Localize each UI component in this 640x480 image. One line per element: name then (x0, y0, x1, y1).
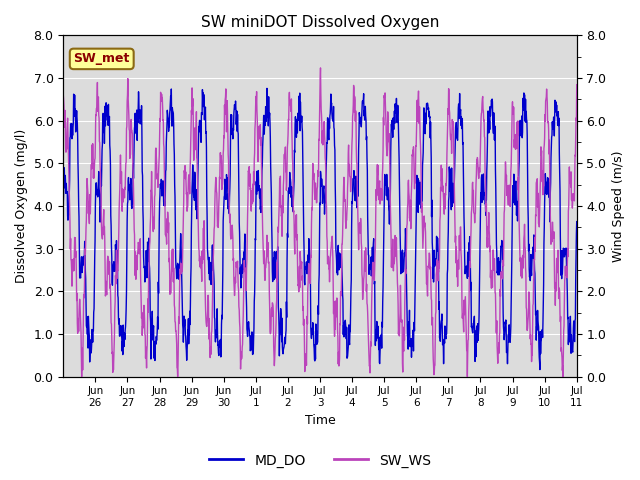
X-axis label: Time: Time (305, 414, 335, 427)
Y-axis label: Dissolved Oxygen (mg/l): Dissolved Oxygen (mg/l) (15, 129, 28, 283)
Legend: MD_DO, SW_WS: MD_DO, SW_WS (203, 448, 437, 473)
Title: SW miniDOT Dissolved Oxygen: SW miniDOT Dissolved Oxygen (201, 15, 439, 30)
Text: SW_met: SW_met (74, 52, 130, 65)
Y-axis label: Wind Speed (m/s): Wind Speed (m/s) (612, 150, 625, 262)
